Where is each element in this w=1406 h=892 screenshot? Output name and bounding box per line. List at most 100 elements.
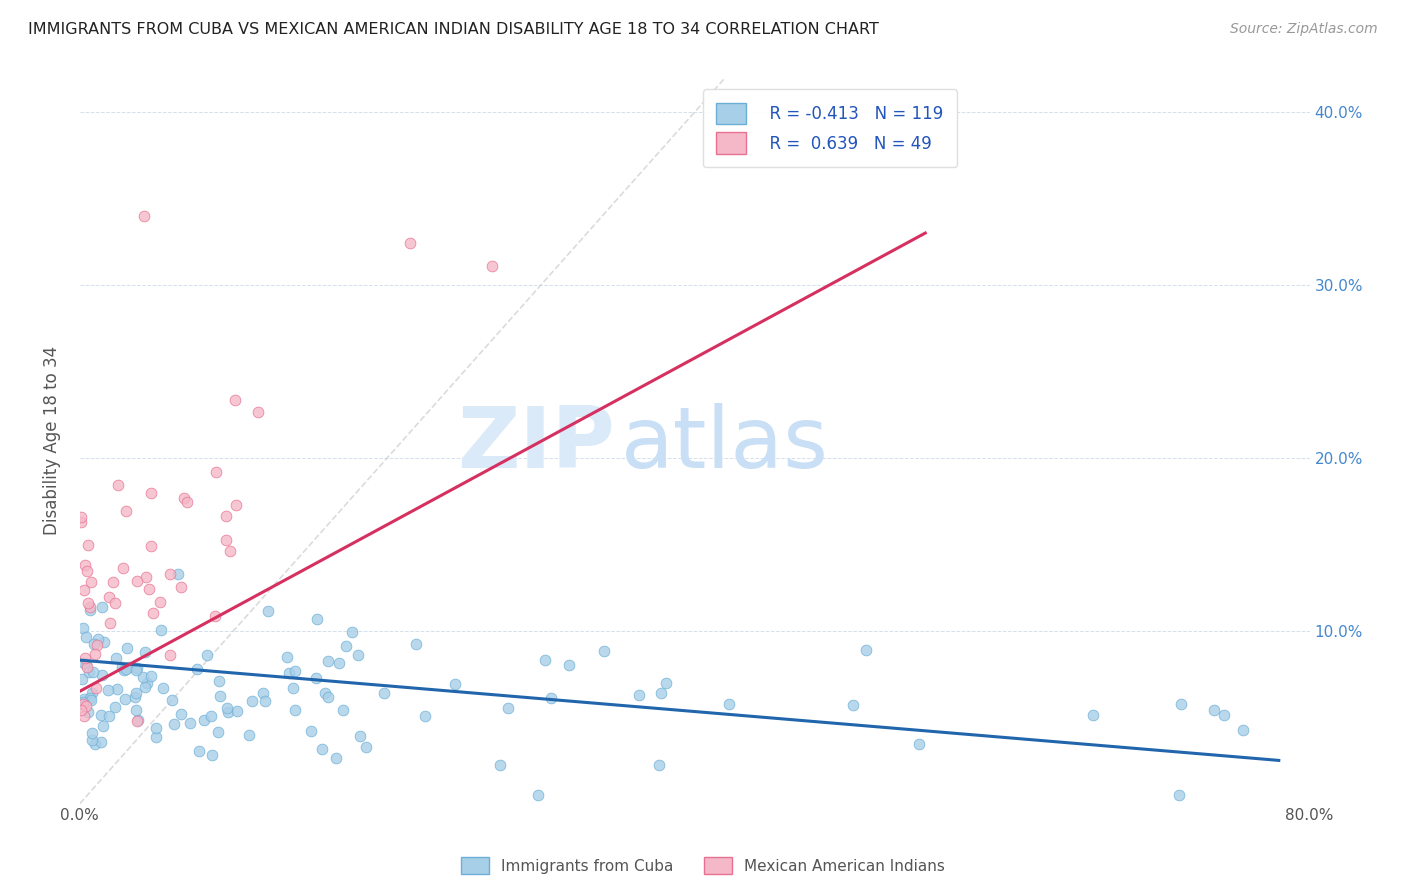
Point bbox=[135, 570, 157, 584]
Point bbox=[149, 623, 172, 637]
Point bbox=[134, 680, 156, 694]
Point bbox=[842, 698, 865, 712]
Point bbox=[167, 566, 190, 581]
Text: IMMIGRANTS FROM CUBA VS MEXICAN AMERICAN INDIAN DISABILITY AGE 18 TO 34 CORRELAT: IMMIGRANTS FROM CUBA VS MEXICAN AMERICAN… bbox=[28, 22, 879, 37]
Point bbox=[125, 663, 148, 677]
Point bbox=[76, 564, 98, 578]
Point bbox=[93, 634, 115, 648]
Point bbox=[193, 713, 215, 727]
Point bbox=[145, 731, 167, 745]
Point bbox=[238, 728, 260, 742]
Point bbox=[276, 650, 298, 665]
Text: atlas: atlas bbox=[621, 402, 830, 485]
Point bbox=[72, 695, 94, 709]
Text: Source: ZipAtlas.com: Source: ZipAtlas.com bbox=[1230, 22, 1378, 37]
Point bbox=[717, 697, 740, 711]
Point bbox=[138, 582, 160, 597]
Point bbox=[70, 672, 93, 686]
Point bbox=[628, 688, 651, 702]
Point bbox=[125, 574, 148, 589]
Point bbox=[105, 682, 128, 697]
Point bbox=[496, 701, 519, 715]
Point bbox=[225, 498, 247, 512]
Point bbox=[80, 693, 103, 707]
Point bbox=[82, 685, 104, 699]
Point bbox=[373, 686, 395, 700]
Point bbox=[72, 697, 94, 711]
Point bbox=[112, 663, 135, 677]
Point bbox=[488, 758, 510, 772]
Point bbox=[240, 694, 263, 708]
Point bbox=[173, 491, 195, 505]
Point bbox=[346, 648, 368, 662]
Point bbox=[316, 654, 339, 668]
Point bbox=[314, 686, 336, 700]
Point bbox=[77, 665, 100, 680]
Point bbox=[125, 703, 148, 717]
Point bbox=[284, 664, 307, 678]
Point bbox=[207, 724, 229, 739]
Point bbox=[82, 733, 104, 747]
Point bbox=[225, 704, 247, 718]
Point bbox=[208, 689, 231, 703]
Point bbox=[170, 706, 193, 721]
Point bbox=[104, 596, 127, 610]
Point bbox=[217, 706, 239, 720]
Point bbox=[115, 504, 138, 518]
Point bbox=[75, 631, 97, 645]
Point bbox=[86, 638, 108, 652]
Point bbox=[399, 236, 422, 251]
Point bbox=[72, 620, 94, 634]
Point bbox=[163, 716, 186, 731]
Point bbox=[73, 582, 96, 597]
Point bbox=[101, 574, 124, 589]
Point bbox=[558, 657, 581, 672]
Point bbox=[91, 719, 114, 733]
Point bbox=[253, 694, 276, 708]
Point bbox=[72, 692, 94, 706]
Point bbox=[305, 612, 328, 626]
Point bbox=[127, 713, 149, 727]
Point bbox=[114, 662, 136, 676]
Point bbox=[1170, 697, 1192, 711]
Point bbox=[97, 709, 120, 723]
Point bbox=[176, 495, 198, 509]
Point bbox=[188, 744, 211, 758]
Point bbox=[311, 741, 333, 756]
Point bbox=[125, 686, 148, 700]
Point bbox=[145, 721, 167, 735]
Point bbox=[127, 661, 149, 675]
Point bbox=[134, 209, 156, 223]
Point bbox=[79, 574, 101, 589]
Point bbox=[76, 705, 98, 719]
Point bbox=[104, 651, 127, 665]
Point bbox=[325, 751, 347, 765]
Point bbox=[139, 539, 162, 553]
Text: ZIP: ZIP bbox=[457, 402, 614, 485]
Point bbox=[415, 709, 437, 723]
Point bbox=[204, 465, 226, 479]
Point bbox=[77, 595, 100, 609]
Point bbox=[104, 700, 127, 714]
Point bbox=[117, 640, 139, 655]
Point bbox=[159, 648, 181, 663]
Point bbox=[107, 478, 129, 492]
Point bbox=[127, 714, 149, 728]
Point bbox=[527, 788, 550, 802]
Point bbox=[179, 716, 201, 731]
Point bbox=[83, 737, 105, 751]
Point bbox=[200, 708, 222, 723]
Point bbox=[131, 670, 153, 684]
Point bbox=[152, 681, 174, 696]
Point bbox=[354, 739, 377, 754]
Point bbox=[135, 675, 157, 690]
Point bbox=[256, 604, 278, 618]
Legend: Immigrants from Cuba, Mexican American Indians: Immigrants from Cuba, Mexican American I… bbox=[456, 851, 950, 880]
Point bbox=[593, 644, 616, 658]
Point bbox=[907, 737, 929, 751]
Point bbox=[76, 699, 98, 714]
Point bbox=[73, 709, 96, 723]
Point bbox=[1081, 708, 1104, 723]
Point bbox=[650, 686, 672, 700]
Point bbox=[91, 667, 114, 681]
